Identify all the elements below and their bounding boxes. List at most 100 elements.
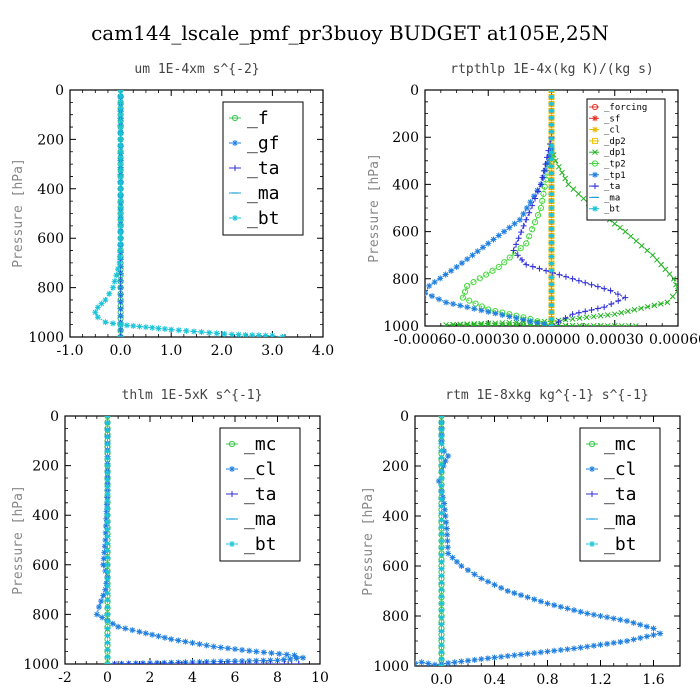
legend-marker-ta xyxy=(589,491,595,497)
series-marker-rtm_cl xyxy=(637,635,644,641)
panel-title: rtm 1E-8xkg kg^{-1} s^{-1} xyxy=(445,388,649,403)
series-marker-bt xyxy=(438,656,445,663)
series-marker-bt xyxy=(111,278,118,285)
series-marker-bt xyxy=(117,93,124,100)
series-marker-rtm_cl xyxy=(491,654,498,661)
x-tick-label: 0.00060 xyxy=(649,332,700,348)
series-marker-bt xyxy=(104,547,111,554)
series-marker-bt xyxy=(548,232,555,239)
series-marker-tp1 xyxy=(485,240,492,247)
series-marker-dp1 xyxy=(576,322,583,326)
series-marker-tp1 xyxy=(520,316,527,323)
series-marker-dp1 xyxy=(662,266,669,273)
series-marker-ta xyxy=(575,309,582,316)
series-marker-ta xyxy=(182,661,189,664)
legend: _f _gf _ta _ma _bt xyxy=(222,101,304,236)
series-marker-bt xyxy=(438,440,445,447)
series-marker-dp1 xyxy=(627,233,634,240)
series-line-tp1 xyxy=(425,148,552,326)
series-marker-bt xyxy=(104,483,111,490)
series-marker-rtm_cl xyxy=(465,657,471,664)
series-marker-tp2 xyxy=(523,240,530,247)
series-marker-bt xyxy=(438,649,445,656)
series-marker-thlm_cl xyxy=(101,549,108,556)
panel-2: rtpthlp 1E-4x(kg K)/(kg s) Pressure [hPa]… xyxy=(367,62,700,348)
series-marker-dp1 xyxy=(583,314,590,321)
series-marker-rtm_cl xyxy=(442,513,449,519)
series-marker-dp1 xyxy=(471,322,478,326)
series-marker-rtm_cl xyxy=(418,659,425,666)
series-marker-bt xyxy=(142,324,149,331)
series-marker-bt xyxy=(104,469,111,476)
series-marker-bt xyxy=(92,309,99,316)
series-marker-dp1 xyxy=(506,319,513,326)
series-marker-thlm_cl xyxy=(103,515,110,522)
series-marker-ta xyxy=(545,147,552,154)
x-tick-label: 0.8 xyxy=(536,672,558,688)
y-tick-label: 0 xyxy=(400,409,409,425)
series-marker-bt xyxy=(136,323,143,330)
series-marker-ta xyxy=(622,294,629,301)
series-marker-tp1 xyxy=(506,224,513,231)
y-tick-label: 800 xyxy=(392,272,419,288)
series-marker-bt xyxy=(548,114,555,121)
series-marker-bt xyxy=(104,434,111,441)
series-marker-tp1 xyxy=(516,216,523,223)
series-marker-ta xyxy=(147,661,153,664)
series-marker-bt xyxy=(104,632,111,639)
series-marker-bt xyxy=(548,149,555,156)
series-marker-bt xyxy=(438,468,445,475)
series-marker-ta xyxy=(253,661,260,664)
series-marker-bt xyxy=(548,274,555,281)
series-marker-thlm_cl xyxy=(102,586,109,593)
series-marker-bt xyxy=(104,625,111,632)
series-marker-thlm_cl xyxy=(196,641,203,648)
series-marker-rtm_cl xyxy=(518,592,524,599)
legend-marker-gf xyxy=(232,140,238,146)
y-axis-label: Pressure [hPa] xyxy=(11,485,26,595)
series-marker-bt xyxy=(548,135,555,142)
series-marker-rtm_cl xyxy=(498,653,505,660)
series-marker-ta xyxy=(514,252,521,259)
series-marker-dp1 xyxy=(622,228,629,235)
series-marker-thlm_cl xyxy=(103,501,110,508)
series-marker-bt xyxy=(104,455,111,462)
series-marker-bt xyxy=(548,177,555,184)
series-marker-rtm_cl xyxy=(458,658,465,665)
series-marker-bt xyxy=(117,241,124,248)
series-marker-tp2 xyxy=(541,183,548,190)
series-marker-rtm_cl xyxy=(577,608,584,615)
legend-label: _ta xyxy=(247,158,280,179)
x-tick-label: 3.0 xyxy=(261,343,283,359)
series-marker-rtm_cl xyxy=(557,603,564,610)
legend-label: _bt xyxy=(604,534,637,555)
series-marker-dp1 xyxy=(618,309,625,316)
series-marker-ta xyxy=(537,181,544,188)
series-marker-bt xyxy=(104,540,111,547)
series-marker-bt xyxy=(104,611,111,618)
legend: _forcing_sf _cl_dp2_dp1 _tp2_tp1_ta_ma _bt xyxy=(586,98,666,221)
series-marker-bt xyxy=(117,136,124,143)
series-marker-ta xyxy=(168,661,175,664)
y-tick-label: 400 xyxy=(37,182,64,198)
series-marker-thlm_cl xyxy=(155,633,162,640)
legend: _mc _cl _ta _ma _bt xyxy=(219,427,301,562)
x-tick-label: 0.0 xyxy=(430,672,452,688)
series-marker-tp2 xyxy=(539,197,546,205)
series-marker-rtm_cl xyxy=(445,660,452,666)
series-marker-ta xyxy=(513,241,520,248)
series-marker-ta xyxy=(154,661,161,664)
series-marker-ta xyxy=(267,661,274,664)
series-marker-tp1 xyxy=(469,252,476,259)
series-marker-bt xyxy=(228,331,235,337)
y-tick-label: 600 xyxy=(382,559,409,575)
series-marker-bt xyxy=(438,416,445,419)
series-marker-bt xyxy=(104,427,111,434)
series-marker-tp1 xyxy=(478,307,485,314)
series-marker-bt xyxy=(117,105,124,112)
x-tick-label: 2 xyxy=(146,670,155,686)
panel-title: rtpthlp 1E-4x(kg K)/(kg s) xyxy=(450,62,654,77)
series-marker-bt xyxy=(269,332,276,337)
series-marker-bt xyxy=(548,246,555,253)
series-marker-dp1 xyxy=(580,195,587,202)
